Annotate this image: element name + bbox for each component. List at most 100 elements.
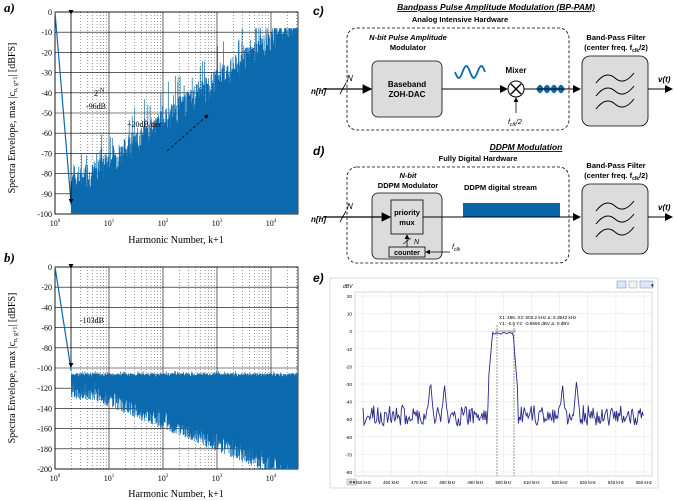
panel-c-filter-waves-icon xyxy=(595,72,635,110)
panel-c-analog-hw-box xyxy=(346,27,570,131)
panel-c-input-label: n[h] xyxy=(311,87,326,96)
panel-e-xtick-label: 550 kHz xyxy=(636,480,652,485)
panel-d-filter-title-1: Band-Pass Filter xyxy=(586,161,645,170)
panel-e-ytick-label: -10 xyxy=(345,347,352,352)
a-ytick-label: -90 xyxy=(41,190,52,199)
a-xtick-label: 100 xyxy=(50,219,61,228)
panel-e-xtick-label: 450 kHz xyxy=(355,480,371,485)
panel-e-axis-menu-icon[interactable]: ✕▾ xyxy=(349,480,356,486)
b-ytick-label: -100 xyxy=(37,364,52,373)
a-xtick-label: 104 xyxy=(266,219,277,228)
b-xtick-label: 102 xyxy=(158,474,169,483)
panel-e-xtick-label: 490 kHz xyxy=(467,480,483,485)
panel-d-filter-waves-icon xyxy=(595,200,635,238)
panel-e-xtick-label: 480 kHz xyxy=(439,480,455,485)
panel-b-plot-area: 0-20-40-60-80-100-120-140-160-180-200 10… xyxy=(37,263,299,483)
panel-d-subtitle: Fully Digital Hardware xyxy=(439,154,518,163)
panel-c-block-line2: ZOH-DAC xyxy=(389,90,426,99)
panel-d-priority-mux-block xyxy=(390,199,424,235)
b-xtick-exp: 4 xyxy=(274,474,277,479)
panel-e-zoom-icon[interactable] xyxy=(616,280,627,289)
panel-e-ytick-label: 0 xyxy=(349,329,352,334)
panel-e-axis-menu-button[interactable] xyxy=(346,478,357,486)
panel-d-bus-label: N xyxy=(347,202,353,211)
panel-e-settings-dropdown-icon[interactable] xyxy=(639,280,654,289)
panel-e-ytick-label: -20 xyxy=(345,364,352,369)
panel-a-ylabel: Spectra Envelope, max |cn, g+1| [dBFS] xyxy=(7,43,19,194)
panel-a-annot-db: -96dB xyxy=(86,102,106,111)
panel-c-filter-title-1: Band-Pass Filter xyxy=(586,33,645,42)
panel-c-mixer-label: Mixer xyxy=(506,66,527,75)
panel-d-counter-bus-slash xyxy=(402,237,412,245)
panel-e-xtick-label: 460 kHz xyxy=(383,480,399,485)
a-xtick-exp: 2 xyxy=(166,219,169,224)
a-xtick-label: 101 xyxy=(104,219,115,228)
panel-a: a) 0 -10 -20 -30 -40 -50 -60 -70 -80 -90 -100 100 1… xyxy=(4,0,299,246)
panel-a-annot-slope: +20dB/dec xyxy=(127,120,163,129)
b-ytick-label: -60 xyxy=(41,324,52,333)
filter-wave-curve xyxy=(595,85,635,97)
panel-b-spectrum xyxy=(54,266,299,469)
panel-e-ytick-label: -70 xyxy=(345,452,352,457)
b-ytick-label: -200 xyxy=(37,465,52,474)
panel-c-zoh-dac-block xyxy=(371,60,443,118)
b-xtick-label: 103 xyxy=(212,474,223,483)
panel-e-ytick-label: 10 xyxy=(347,312,353,317)
panel-e-xtick-label: 540 kHz xyxy=(608,480,624,485)
b-xtick-exp: 1 xyxy=(112,474,115,479)
panel-c-modulator-title-1: N-bit Pulse Amplitude xyxy=(369,33,447,42)
panel-d-clk-label: fclk xyxy=(452,244,461,253)
panel-d-mux-line2: mux xyxy=(399,218,415,227)
panel-c-mixer-cross-icon xyxy=(510,83,522,95)
panel-a-slope-arrow xyxy=(166,114,209,152)
b-xtick-exp: 3 xyxy=(220,474,223,479)
panel-e-yticks: 20 10 0 -10 -20 -30 -40 -50 -60 -70 -80 xyxy=(345,294,352,475)
a-xtick-exp: 4 xyxy=(274,219,277,224)
a-ytick-label: 0 xyxy=(48,8,52,17)
a-ytick-label: -60 xyxy=(41,129,52,138)
panel-c-block-line1: Baseband xyxy=(388,80,426,89)
panel-c-bus-slash xyxy=(339,82,347,95)
panel-c: c) Bandpass Pulse Amplitude Modulation (… xyxy=(311,2,673,131)
filter-wave-curve xyxy=(595,200,635,212)
panel-c-title: Bandpass Pulse Amplitude Modulation (BP-… xyxy=(397,2,595,12)
b-xtick-label: 100 xyxy=(50,474,61,483)
panel-d: d) DDPM Modulation Fully Digital Hardwar… xyxy=(311,142,673,264)
panel-a-plot-area: 0-10-20-30-40-50-60-70-80-90-100 100 101 1… xyxy=(37,8,299,228)
panel-b: b) 0 -20 -40 -60 -80 -100 -120 -140 -160 -180 -200… xyxy=(4,250,299,500)
panel-d-digital-hw-box xyxy=(346,166,570,264)
panel-b-xlabel: Harmonic Number, k+1 xyxy=(128,489,224,500)
panel-a-label: a) xyxy=(4,0,15,15)
b-ytick-label: -40 xyxy=(41,303,52,312)
panel-e-xtick-label: 510 kHz xyxy=(524,480,540,485)
b-xtick-exp: 2 xyxy=(166,474,169,479)
panel-e-dropdown-chevron-icon[interactable]: ▾ xyxy=(651,283,654,289)
panel-a-xticks: 100 101 102 103 104 xyxy=(50,219,277,228)
filter-wave-curve xyxy=(595,98,635,110)
b-ytick-label: -120 xyxy=(37,384,52,393)
panel-d-modulator-title-2: DDPM Modulator xyxy=(378,181,438,190)
panel-e-ytick-label: -80 xyxy=(345,470,352,475)
panel-d-counter-label: counter xyxy=(394,250,420,257)
panel-b-spectrum-lines xyxy=(70,371,299,469)
panel-e-xtick-label: 520 kHz xyxy=(552,480,568,485)
a-xtick-exp: 3 xyxy=(220,219,223,224)
panel-d-label: d) xyxy=(313,144,324,158)
panel-b-annot-db: -103dB xyxy=(80,316,104,325)
panel-e-spectrum-trace xyxy=(362,330,644,427)
panel-e-label: e) xyxy=(313,271,324,285)
panel-d-digital-stream-bar xyxy=(463,203,560,217)
panel-b-label: b) xyxy=(4,250,15,265)
panel-e-xtick-label: 500 kHz xyxy=(495,480,511,485)
panel-b-initial-drop xyxy=(54,266,72,372)
a-xtick-label: 103 xyxy=(212,219,223,228)
a-xtick-exp: 1 xyxy=(112,219,115,224)
b-ytick-label: -20 xyxy=(41,283,52,292)
a-ytick-label: -20 xyxy=(41,48,52,57)
a-ytick-label: -30 xyxy=(41,69,52,78)
panel-b-ylabel: Spectra Envelope, max |cn, g+1| [dBFS] xyxy=(7,293,19,444)
b-xtick-exp: 0 xyxy=(58,474,61,479)
filter-wave-curve xyxy=(595,213,635,225)
panel-e-grid-toggle-icon[interactable] xyxy=(628,280,638,289)
panel-e-ytick-label: -40 xyxy=(345,400,352,405)
